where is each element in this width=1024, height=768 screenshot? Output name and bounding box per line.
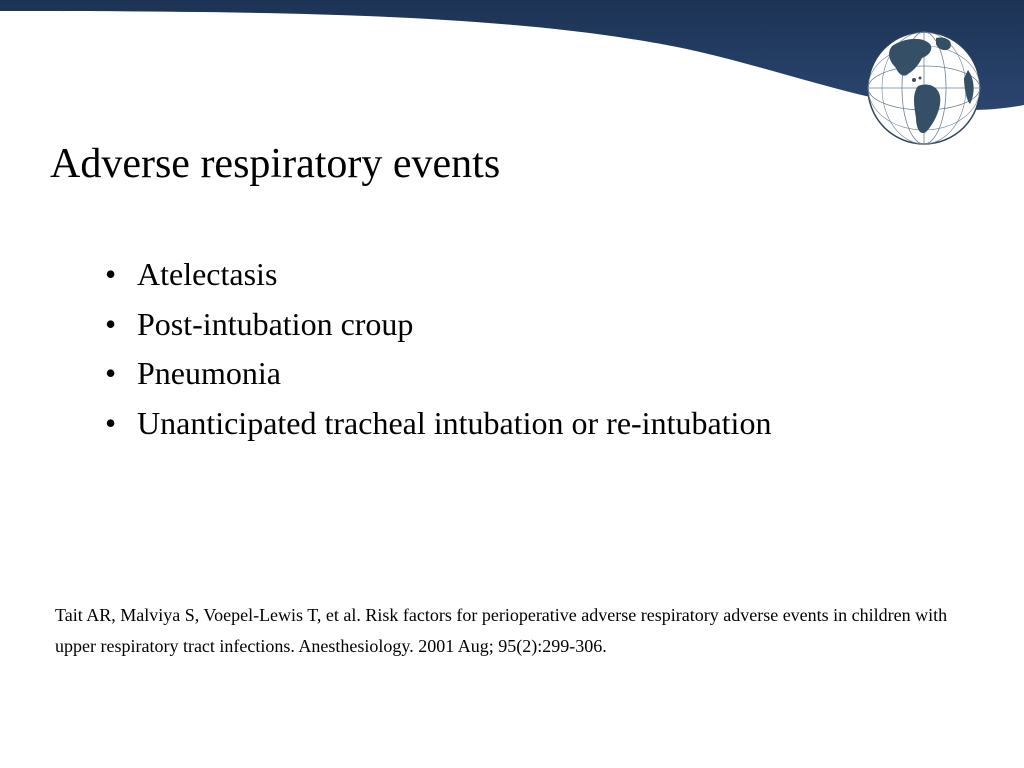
bullet-list: Atelectasis Post-intubation croup Pneumo… [105,250,925,448]
list-item: Pneumonia [105,349,925,399]
citation-text: Tait AR, Malviya S, Voepel-Lewis T, et a… [55,600,965,661]
list-item: Unanticipated tracheal intubation or re-… [105,399,925,449]
list-item: Atelectasis [105,250,925,300]
list-item: Post-intubation croup [105,300,925,350]
slide-title: Adverse respiratory events [50,140,500,188]
globe-icon [864,28,984,148]
